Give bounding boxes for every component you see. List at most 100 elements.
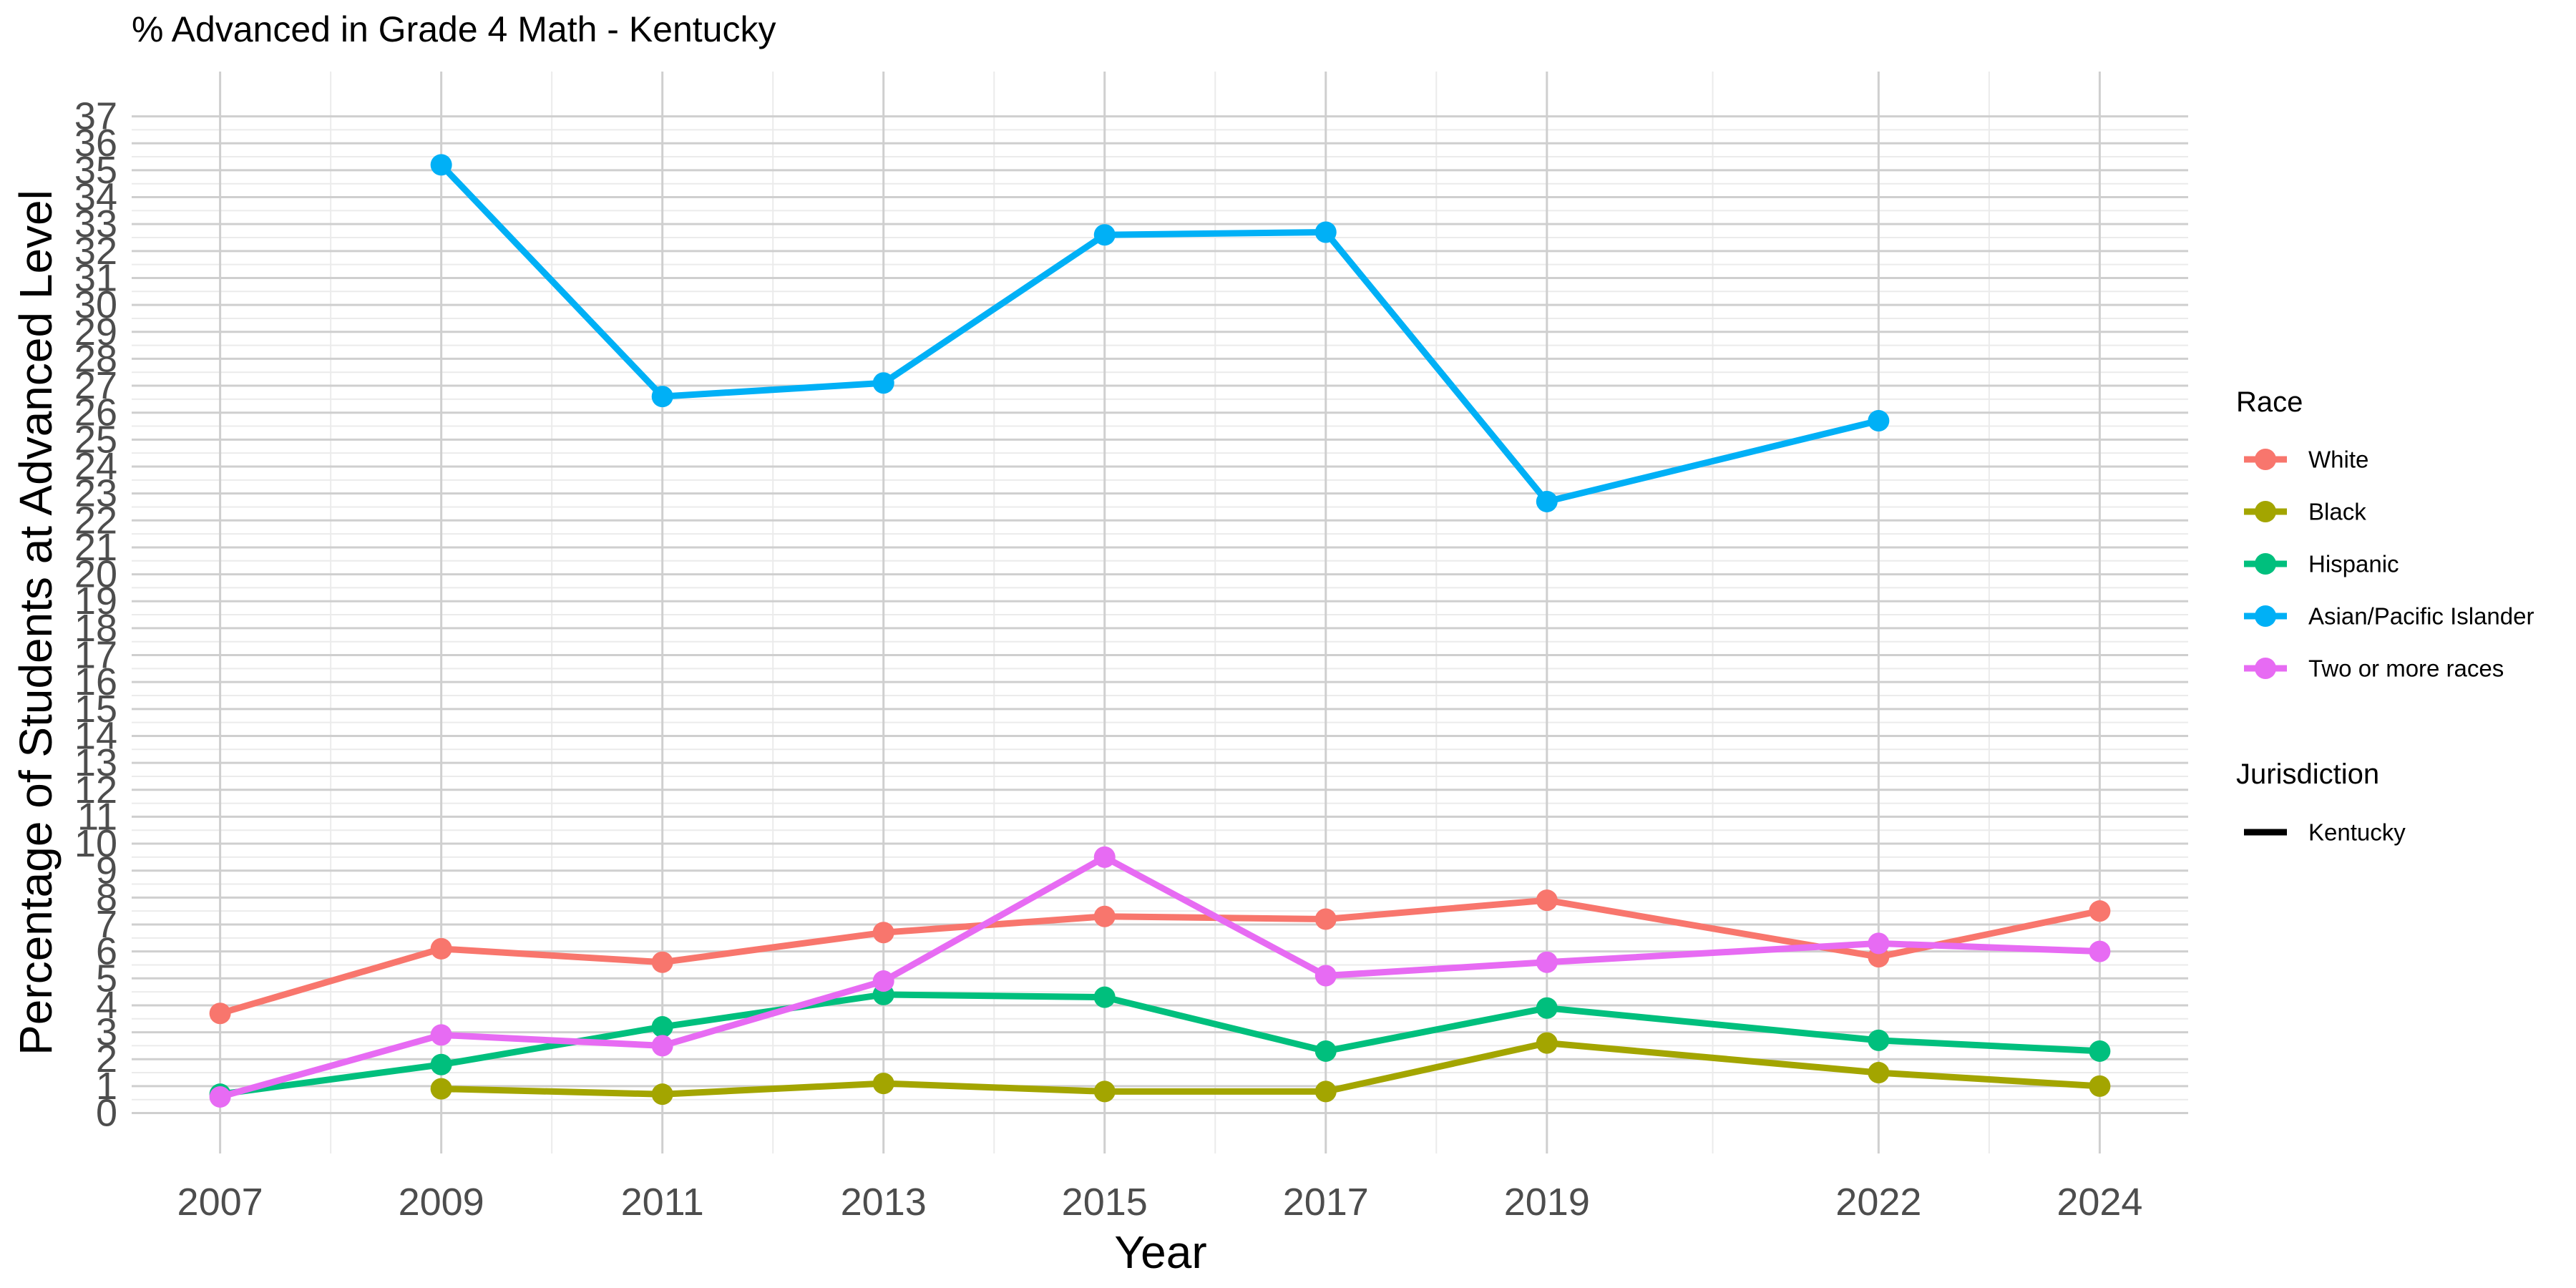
legend2-title: Jurisdiction — [2236, 758, 2379, 790]
data-point — [1093, 905, 1116, 927]
y-tick-label: 28 — [74, 337, 117, 380]
y-tick-label: 16 — [74, 660, 117, 703]
data-point — [430, 1024, 452, 1046]
legend-item: Hispanic — [2244, 551, 2399, 577]
data-point — [430, 154, 452, 176]
y-axis-ticks: 0123456789101112131415161718192021222324… — [74, 95, 117, 1135]
y-tick-label: 22 — [74, 499, 117, 542]
y-axis-title: Percentage of Students at Advanced Level — [10, 190, 62, 1055]
data-point — [1314, 1040, 1337, 1062]
data-point — [1868, 1029, 1890, 1051]
legend-item: Asian/Pacific Islander — [2244, 603, 2534, 630]
legend-item: Black — [2244, 499, 2366, 525]
legend-label: Two or more races — [2308, 655, 2504, 682]
y-tick-label: 13 — [74, 741, 117, 784]
data-point — [1093, 1080, 1116, 1103]
legend-label: Black — [2308, 499, 2366, 525]
legend-key-point — [2255, 605, 2276, 627]
x-axis-ticks: 2007 2009 2011 2013 2015 2017 2019 2022 2024 — [177, 1181, 2143, 1224]
data-point — [1536, 889, 1558, 912]
y-tick-label: 12 — [74, 769, 117, 811]
series-line — [441, 1040, 2100, 1098]
y-tick-label: 19 — [74, 580, 117, 623]
y-tick-label: 21 — [74, 526, 117, 569]
legend-item: White — [2244, 447, 2368, 473]
legend-title: Race — [2236, 386, 2303, 418]
data-point — [2089, 900, 2111, 922]
series-3 — [430, 154, 1890, 512]
data-point — [1536, 997, 1558, 1019]
y-tick-label: 10 — [74, 822, 117, 865]
legend-key-point — [2255, 449, 2276, 470]
data-point — [1536, 1032, 1558, 1054]
data-point — [209, 1002, 231, 1025]
data-point — [2089, 940, 2111, 962]
y-tick-label: 32 — [74, 230, 117, 273]
y-tick-label: 33 — [74, 203, 117, 245]
legend-key-point — [2255, 501, 2276, 522]
legend-jurisdiction: Jurisdiction Kentucky — [2236, 758, 2406, 846]
data-point — [1536, 951, 1558, 973]
y-tick-label: 36 — [74, 122, 117, 165]
data-point — [1536, 490, 1558, 512]
y-tick-label: 15 — [74, 688, 117, 731]
data-point — [1093, 986, 1116, 1008]
y-tick-label: 2 — [96, 1038, 117, 1080]
legend-label: Asian/Pacific Islander — [2308, 603, 2534, 630]
series-layer — [209, 154, 2111, 1108]
y-tick-label: 20 — [74, 553, 117, 596]
data-point — [1314, 1080, 1337, 1103]
data-point — [651, 1083, 673, 1106]
y-tick-label: 1 — [96, 1065, 117, 1108]
series-1 — [430, 1032, 2111, 1106]
y-tick-label: 14 — [74, 714, 117, 757]
legend2-item: Kentucky — [2244, 819, 2406, 846]
y-tick-label: 35 — [74, 149, 117, 192]
x-tick-label: 2009 — [399, 1181, 484, 1224]
data-point — [1314, 908, 1337, 930]
x-tick-label: 2017 — [1283, 1181, 1369, 1224]
data-point — [1868, 1062, 1890, 1084]
data-point — [430, 937, 452, 960]
data-point — [1093, 846, 1116, 868]
y-tick-label: 30 — [74, 283, 117, 326]
y-tick-label: 27 — [74, 364, 117, 407]
x-tick-label: 2019 — [1504, 1181, 1590, 1224]
legend-race: Race White Black Hispanic Asian/Pacific Isl… — [2236, 386, 2534, 682]
data-point — [430, 1078, 452, 1100]
y-tick-label: 0 — [96, 1092, 117, 1135]
legend-label: Hispanic — [2308, 551, 2399, 577]
x-tick-label: 2015 — [1062, 1181, 1148, 1224]
x-tick-label: 2022 — [1835, 1181, 1921, 1224]
y-tick-label: 6 — [96, 930, 117, 973]
data-point — [651, 1035, 673, 1057]
y-tick-label: 24 — [74, 445, 117, 488]
x-tick-label: 2013 — [841, 1181, 927, 1224]
legend-key-point — [2255, 553, 2276, 575]
y-tick-label: 8 — [96, 876, 117, 919]
data-point — [1868, 932, 1890, 955]
legend2-label: Kentucky — [2308, 819, 2406, 846]
data-point — [872, 1073, 894, 1095]
data-point — [430, 1053, 452, 1075]
chart-title: % Advanced in Grade 4 Math - Kentucky — [132, 9, 776, 49]
data-point — [1314, 221, 1337, 243]
y-tick-label: 5 — [96, 957, 117, 1000]
data-point — [1868, 410, 1890, 431]
y-tick-label: 23 — [74, 472, 117, 515]
legend-key-point — [2255, 658, 2276, 679]
data-point — [2089, 1075, 2111, 1097]
x-tick-label: 2024 — [2057, 1181, 2142, 1224]
y-tick-label: 7 — [96, 903, 117, 946]
y-tick-label: 31 — [74, 256, 117, 299]
y-tick-label: 26 — [74, 391, 117, 434]
data-point — [872, 970, 894, 992]
series-4 — [209, 846, 2111, 1108]
y-tick-label: 11 — [77, 795, 117, 838]
y-tick-label: 9 — [96, 849, 117, 892]
legend-item: Two or more races — [2244, 655, 2504, 682]
y-tick-label: 29 — [74, 311, 117, 353]
x-axis-title: Year — [1114, 1226, 1206, 1278]
y-tick-label: 37 — [74, 95, 117, 138]
